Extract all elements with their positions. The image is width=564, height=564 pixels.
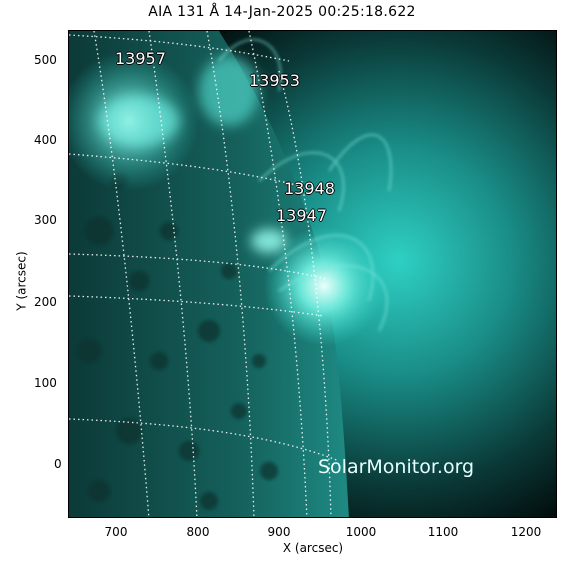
active-region-label: 13953 <box>249 71 300 90</box>
y-tick-200: 200 <box>34 295 57 309</box>
y-tick-100: 100 <box>34 376 57 390</box>
x-tick-700: 700 <box>104 525 128 539</box>
x-tick-900: 900 <box>267 525 291 539</box>
x-tick-800: 800 <box>186 525 210 539</box>
x-tick-1100: 1100 <box>427 525 459 539</box>
active-region-label: 13957 <box>115 49 166 68</box>
y-tick-0: 0 <box>54 457 62 471</box>
y-tick-500: 500 <box>34 53 57 67</box>
plot-title: AIA 131 Å 14-Jan-2025 00:25:18.622 <box>148 4 416 20</box>
y-axis-label: Y (arcsec) <box>14 251 29 311</box>
solar-image: 13957 13953 13948 13947 <box>68 30 557 518</box>
x-tick-1000: 1000 <box>345 525 377 539</box>
watermark: SolarMonitor.org <box>318 456 475 478</box>
x-tick-1200: 1200 <box>510 525 542 539</box>
solar-disk-svg <box>69 31 556 517</box>
x-axis-label: X (arcsec) <box>282 541 344 555</box>
y-tick-400: 400 <box>34 133 57 147</box>
y-tick-300: 300 <box>34 213 57 227</box>
active-region-label: 13947 <box>276 206 327 225</box>
active-region-label: 13948 <box>284 179 335 198</box>
